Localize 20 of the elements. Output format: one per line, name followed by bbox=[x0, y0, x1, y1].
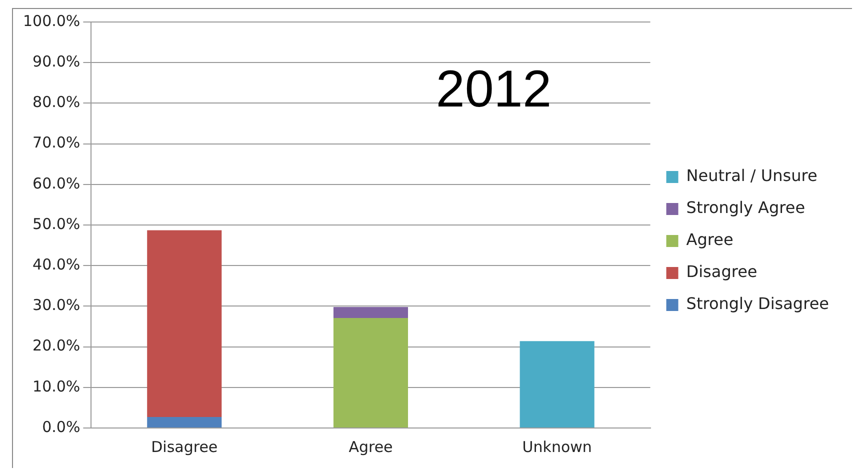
legend-label: Disagree bbox=[686, 262, 758, 282]
x-tick-label: Agree bbox=[348, 438, 393, 456]
legend-label: Agree bbox=[686, 230, 734, 250]
y-tick-label: 40.0% bbox=[32, 255, 80, 274]
y-tick-label: 0.0% bbox=[42, 418, 80, 436]
y-tick-label: 10.0% bbox=[32, 377, 80, 396]
legend-label: Strongly Disagree bbox=[686, 294, 829, 314]
y-tick-label: 60.0% bbox=[32, 174, 80, 192]
text: 2012 bbox=[436, 60, 552, 118]
legend-label: Neutral / Unsure bbox=[686, 166, 818, 186]
y-tick-label: 70.0% bbox=[32, 134, 80, 152]
y-tick-label: 50.0% bbox=[32, 214, 80, 233]
x-tick-label: Disagree bbox=[151, 438, 218, 456]
legend-label: Strongly Agree bbox=[686, 198, 806, 218]
y-tick-label: 100.0% bbox=[22, 12, 80, 30]
y-tick-label: 30.0% bbox=[32, 296, 80, 314]
x-tick-label: Unknown bbox=[522, 438, 592, 456]
y-tick-label: 20.0% bbox=[32, 336, 80, 355]
y-tick-label: 90.0% bbox=[32, 52, 80, 70]
y-tick-label: 80.0% bbox=[32, 93, 80, 112]
